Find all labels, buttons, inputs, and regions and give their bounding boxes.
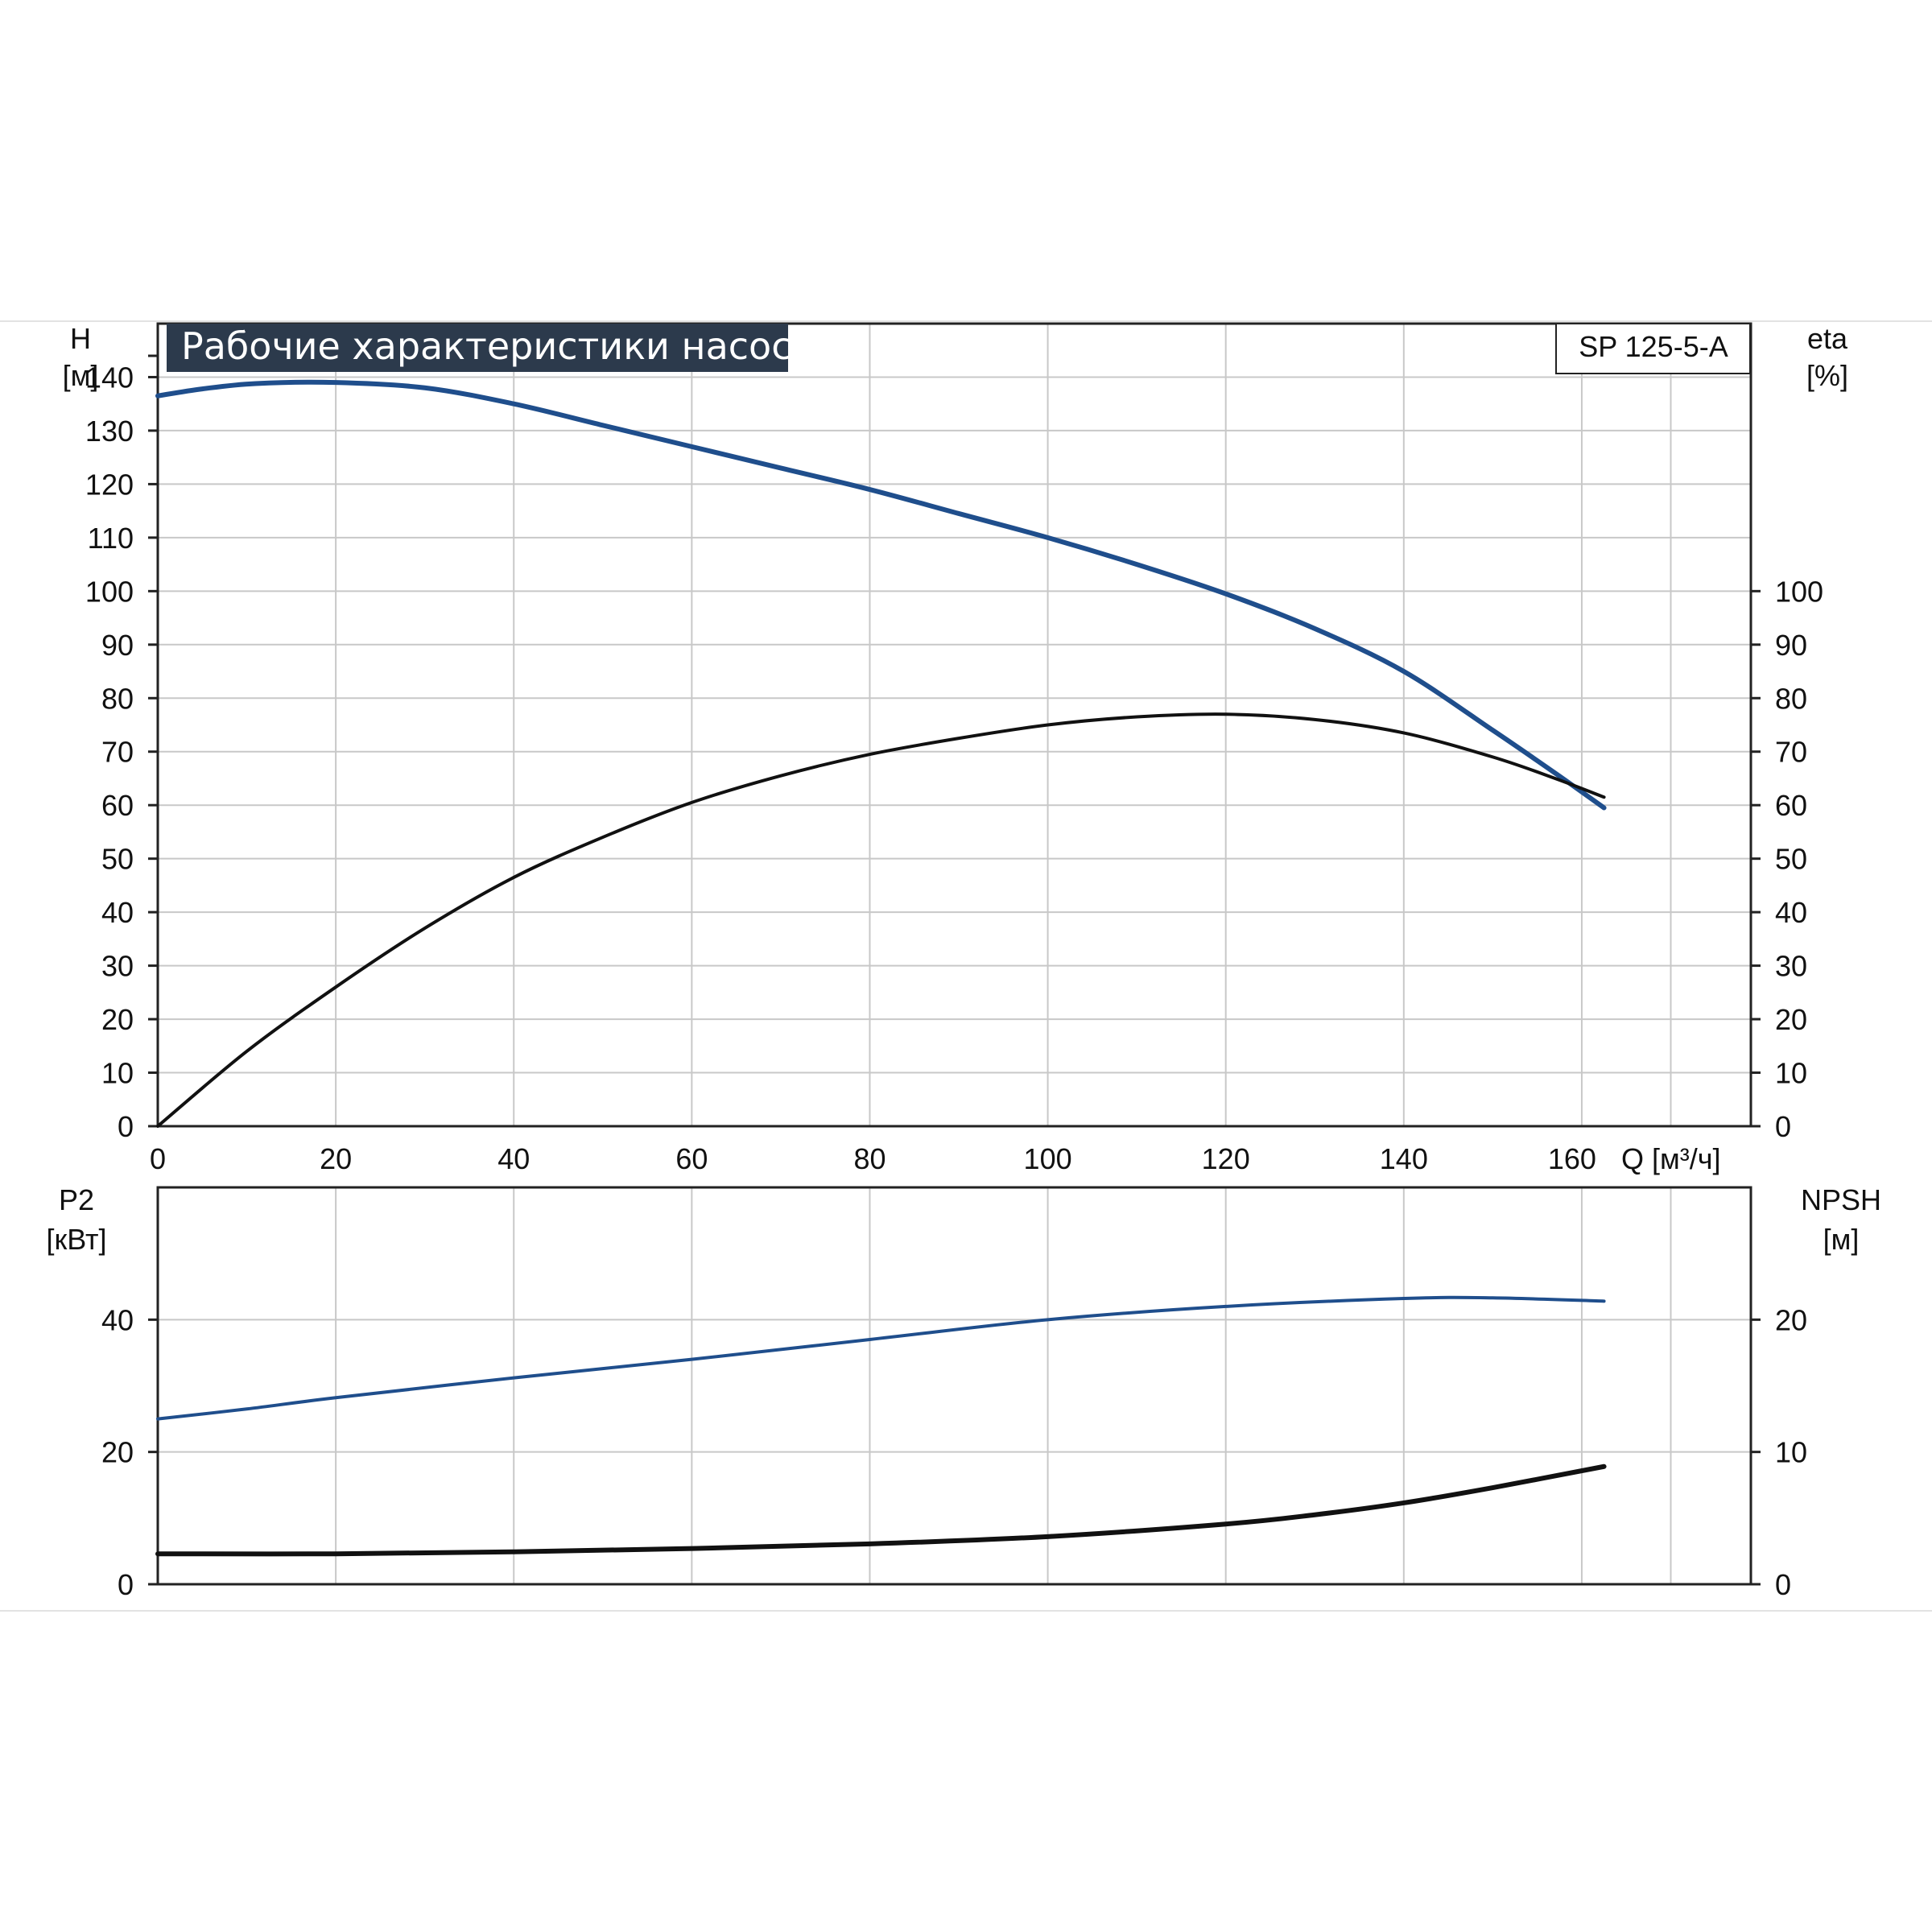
eta-tick-label: 40 [1775,896,1807,929]
x-tick-label: 0 [150,1142,166,1175]
h-tick-label: 120 [85,468,134,501]
chart-title-banner [167,324,788,372]
npsh-tick-label: 0 [1775,1568,1791,1601]
bottom-plot-frame [156,1186,1752,1586]
h-tick-label: 100 [85,575,134,608]
eta-axis-unit: [%] [1806,359,1848,392]
flow-axis-label: Q [м³/ч] [1621,1142,1721,1175]
x-tick-label: 100 [1024,1142,1072,1175]
eta-tick-label: 60 [1775,789,1807,822]
power-axis-unit: [кВт] [46,1223,106,1256]
x-tick-label: 160 [1548,1142,1596,1175]
h-tick-label: 70 [101,736,134,769]
efficiency-curve [156,712,1606,1128]
head-curve [155,379,1607,811]
x-tick-label: 120 [1202,1142,1250,1175]
h-tick-label: 90 [101,629,134,662]
x-tick-label: 60 [675,1142,708,1175]
h-tick-label: 130 [85,415,134,448]
top-plot-frame [156,322,1752,1128]
top-series [155,379,1607,1128]
h-tick-label: 110 [88,522,134,555]
x-tick-label: 80 [853,1142,886,1175]
eta-tick-label: 80 [1775,682,1807,715]
h-tick-label: 20 [101,1003,134,1036]
eta-tick-label: 90 [1775,629,1807,662]
npsh-tick-label: 20 [1775,1303,1807,1336]
h-tick-label: 10 [101,1057,134,1090]
bottom-axis-ticks: 0 20 40 0 10 20 [101,1303,1807,1601]
eta-tick-label: 0 [1775,1110,1791,1143]
chart-title: Рабочие характеристики насоса [181,324,815,368]
p2-tick-label: 40 [101,1303,134,1336]
x-tick-label: 40 [497,1142,530,1175]
eta-tick-label: 30 [1775,950,1807,983]
model-label: SP 125-5-A [1579,330,1728,363]
model-box [1555,323,1751,374]
top-axis-ticks: 0 20 40 60 80 100 120 140 1600102030405060708090… [85,354,1823,1175]
eta-tick-label: 10 [1775,1057,1807,1090]
h-tick-label: 140 [85,361,134,394]
bottom-grid [158,1187,1751,1584]
h-tick-label: 60 [101,789,134,822]
p2-tick-label: 20 [101,1436,134,1469]
head-axis-unit: [м] [63,359,99,392]
h-tick-label: 30 [101,950,134,983]
p2-tick-label: 0 [118,1568,134,1601]
eta-tick-label: 70 [1775,736,1807,769]
x-tick-label: 140 [1380,1142,1428,1175]
power-axis-name: P2 [59,1183,94,1216]
head-axis-name: H [70,322,91,355]
h-tick-label: 80 [101,682,134,715]
bottom-series [155,1295,1607,1557]
x-tick-label: 20 [320,1142,352,1175]
power-curve [156,1295,1606,1421]
npsh-tick-label: 10 [1775,1436,1807,1469]
eta-tick-label: 100 [1775,575,1823,608]
npsh-curve [155,1463,1607,1557]
eta-tick-label: 20 [1775,1003,1807,1036]
npsh-axis-name: NPSH [1801,1183,1881,1216]
eta-tick-label: 50 [1775,843,1807,876]
h-tick-label: 40 [101,896,134,929]
h-tick-label: 50 [101,843,134,876]
h-tick-label: 0 [118,1110,134,1143]
top-grid [158,324,1751,1126]
npsh-axis-unit: [м] [1823,1223,1860,1256]
eta-axis-name: eta [1807,322,1848,355]
